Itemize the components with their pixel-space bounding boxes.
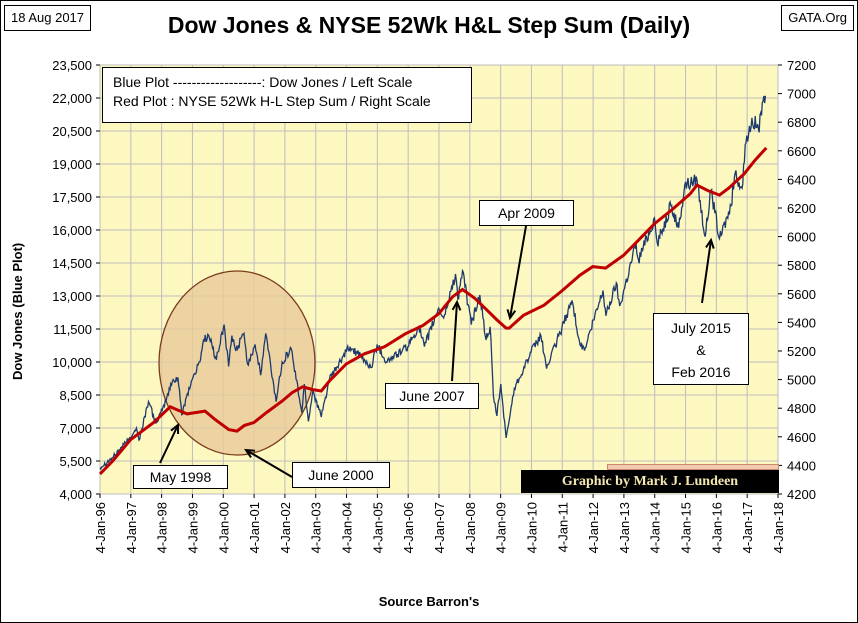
x-tick-label: 4-Jan-11 [555,502,570,552]
left-tick-label: 23,500 [52,58,92,73]
right-tick-label: 6600 [787,144,816,159]
x-tick-label: 4-Jan-99 [185,502,200,553]
annotation-june2000: June 2000 [292,462,390,488]
credit-strip [607,464,779,470]
left-tick-label: 22,000 [52,91,92,106]
date-label: 18 Aug 2017 [4,5,92,31]
right-tick-label: 6400 [787,172,816,187]
credit-label: Graphic by Mark J. Lundeen [521,470,779,493]
x-tick-label: 4-Jan-12 [586,502,601,553]
x-tick-label: 4-Jan-06 [401,502,416,553]
left-tick-label: 20,500 [52,124,92,139]
x-tick-label: 4-Jan-03 [309,502,324,553]
legend-line-red: Red Plot : NYSE 52Wk H-L Step Sum / Righ… [113,93,431,109]
right-tick-label: 4800 [787,401,816,416]
right-tick-label: 6000 [787,230,816,245]
right-tick-label: 5800 [787,258,816,273]
arrow-june2000 [245,449,293,478]
left-tick-label: 11,500 [53,322,92,337]
right-tick-label: 5200 [787,344,816,359]
arrow-june2007-head [451,299,462,311]
x-tick-label: 4-Jan-02 [278,502,293,553]
dow-jones-line [99,95,767,471]
x-tick-label: 4-Jan-07 [432,502,447,553]
x-tick-label: 4-Jan-05 [370,502,385,553]
arrow-apr2009 [509,225,527,319]
x-tick-label: 4-Jan-98 [155,502,170,553]
x-tick-label: 4-Jan-13 [617,502,632,553]
annotation-may1998: May 1998 [133,465,228,489]
x-tick-label: 4-Jan-09 [494,502,509,553]
right-axis: 4200 4400 4600 4800 5000 5200 5400 5600 5800 6000… [778,58,816,502]
arrow-apr2009-head [506,309,517,321]
arrow-july2015-head [705,237,715,249]
annotation-apr2009: Apr 2009 [479,200,574,226]
annotation-arrows [159,225,715,478]
right-tick-label: 5600 [787,287,816,302]
right-tick-label: 7000 [787,87,816,102]
left-tick-label: 5,500 [59,454,92,469]
left-tick-label: 13,000 [52,289,92,304]
arrow-july2015 [701,239,712,304]
right-tick-label: 6800 [787,115,816,130]
x-tick-label: 4-Jan-01 [247,502,262,553]
y-axis-title: Dow Jones (Blue Plot) [10,242,25,380]
chart-title: Dow Jones & NYSE 52Wk H&L Step Sum (Dail… [167,12,691,38]
annotation-june2007: June 2007 [385,383,479,409]
left-tick-label: 10,000 [52,355,92,370]
right-tick-label: 6200 [787,201,816,216]
left-tick-label: 14,500 [52,256,92,271]
x-tick-label: 4-Jan-08 [463,502,478,553]
x-tick-label: 4-Jan-14 [648,502,663,553]
arrow-june2007 [451,301,458,382]
left-tick-label: 7,000 [59,421,92,436]
source-label: GATA.Org [781,5,854,31]
left-tick-label: 8,500 [59,388,92,403]
x-tick-label: 4-Jan-15 [679,502,694,553]
x-tick-label: 4-Jan-16 [709,502,724,553]
x-axis: 4-Jan-96 4-Jan-97 4-Jan-98 4-Jan-99 4-Jan-00… [93,494,786,553]
x-tick-label: 4-Jan-96 [93,502,108,553]
arrow-may1998-head [170,422,180,435]
x-tick-label: 4-Jan-97 [124,502,139,553]
step-sum-line [98,146,768,476]
left-tick-label: 19,000 [52,157,92,172]
right-tick-label: 4200 [787,487,816,502]
x-tick-label: 4-Jan-10 [524,502,539,553]
right-tick-label: 7200 [787,58,816,73]
left-axis: 4,000 5,500 7,000 8,500 10,000 11,500 13,000 14… [52,58,100,502]
right-tick-label: 4600 [787,430,816,445]
x-axis-title: Source Barron's [378,594,480,609]
legend: Blue Plot -------------------: Dow Jones… [102,67,472,123]
left-tick-label: 16,000 [52,223,92,238]
x-tick-label: 4-Jan-18 [771,502,786,553]
highlight-circle [158,270,316,456]
right-tick-label: 5400 [787,315,816,330]
right-tick-label: 4400 [787,458,816,473]
x-tick-label: 4-Jan-17 [740,502,755,553]
arrow-june2000-head [244,448,256,459]
left-tick-label: 17,500 [52,190,92,205]
legend-line-blue: Blue Plot -------------------: Dow Jones… [113,74,413,90]
left-tick-label: 4,000 [59,487,92,502]
right-tick-label: 5000 [787,373,816,388]
x-tick-label: 4-Jan-00 [216,502,231,553]
arrow-may1998 [159,424,179,464]
annotation-july2015: July 2015 & Feb 2016 [653,313,749,385]
x-tick-label: 4-Jan-04 [340,502,355,553]
